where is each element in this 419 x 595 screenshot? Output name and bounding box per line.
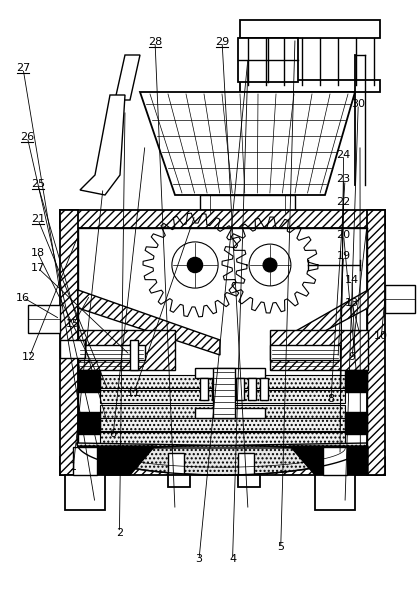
Text: 2: 2 [116, 528, 123, 537]
Text: 11: 11 [127, 388, 141, 397]
Text: 16: 16 [16, 293, 30, 302]
Polygon shape [140, 92, 355, 195]
Text: 15: 15 [66, 320, 80, 329]
Polygon shape [60, 210, 78, 475]
Polygon shape [78, 345, 145, 360]
Text: 24: 24 [336, 150, 351, 159]
Text: 1: 1 [70, 462, 77, 472]
Bar [236, 378, 244, 400]
Bar [168, 475, 190, 487]
Polygon shape [270, 330, 368, 370]
Bar [78, 370, 100, 392]
Polygon shape [80, 95, 125, 195]
Text: 28: 28 [148, 37, 162, 46]
Bar [195, 408, 265, 418]
Text: 9: 9 [348, 352, 356, 362]
Bar [130, 340, 138, 370]
Bar [78, 412, 100, 434]
Bar [224, 378, 232, 400]
Bar [65, 475, 105, 510]
Bar [240, 20, 380, 38]
Bar [100, 405, 345, 418]
Polygon shape [270, 345, 340, 360]
Text: 26: 26 [20, 132, 34, 142]
Bar [28, 305, 60, 333]
Bar [73, 447, 97, 475]
Text: 19: 19 [336, 251, 351, 261]
Circle shape [187, 258, 202, 273]
Text: 7: 7 [357, 465, 364, 475]
Bar [315, 475, 355, 510]
Polygon shape [78, 290, 220, 355]
Text: 27: 27 [16, 64, 30, 73]
Polygon shape [367, 210, 385, 475]
Text: 29: 29 [215, 37, 229, 46]
Polygon shape [115, 55, 140, 100]
Text: 17: 17 [31, 263, 45, 273]
Text: 8: 8 [327, 394, 335, 403]
Bar [100, 375, 345, 388]
Bar [238, 453, 254, 475]
Text: 18: 18 [31, 248, 45, 258]
Bar [60, 340, 85, 358]
Bar [213, 368, 235, 418]
Bar [248, 378, 256, 400]
Polygon shape [60, 457, 385, 475]
Bar [195, 368, 265, 378]
Text: 10: 10 [374, 331, 388, 341]
Bar [168, 453, 184, 475]
Text: 20: 20 [336, 230, 351, 240]
Text: 5: 5 [277, 543, 284, 552]
Bar [260, 378, 268, 400]
Text: 4: 4 [229, 555, 236, 564]
Bar [323, 447, 347, 475]
Bar [345, 412, 367, 434]
Text: 30: 30 [351, 99, 365, 109]
Bar [200, 378, 208, 400]
Text: 21: 21 [31, 214, 45, 224]
Text: 12: 12 [22, 352, 36, 362]
Text: 3: 3 [196, 555, 202, 564]
Polygon shape [77, 443, 368, 475]
Text: 6: 6 [110, 430, 116, 439]
Bar [100, 418, 345, 431]
Bar [100, 390, 345, 403]
Text: 14: 14 [345, 275, 359, 284]
Bar [100, 432, 345, 445]
Text: 25: 25 [31, 180, 45, 189]
Bar [238, 38, 298, 82]
Text: 22: 22 [336, 198, 351, 207]
Bar [345, 370, 367, 392]
Polygon shape [78, 330, 175, 370]
Circle shape [263, 258, 277, 272]
Polygon shape [280, 290, 368, 355]
Bar [212, 378, 220, 400]
Polygon shape [290, 446, 368, 475]
Text: 13: 13 [345, 299, 359, 308]
Bar [240, 80, 380, 92]
Text: 23: 23 [336, 174, 351, 183]
Polygon shape [60, 210, 385, 228]
Bar [238, 475, 260, 487]
Bar [385, 285, 415, 313]
Bar [200, 195, 295, 213]
Polygon shape [78, 446, 155, 475]
